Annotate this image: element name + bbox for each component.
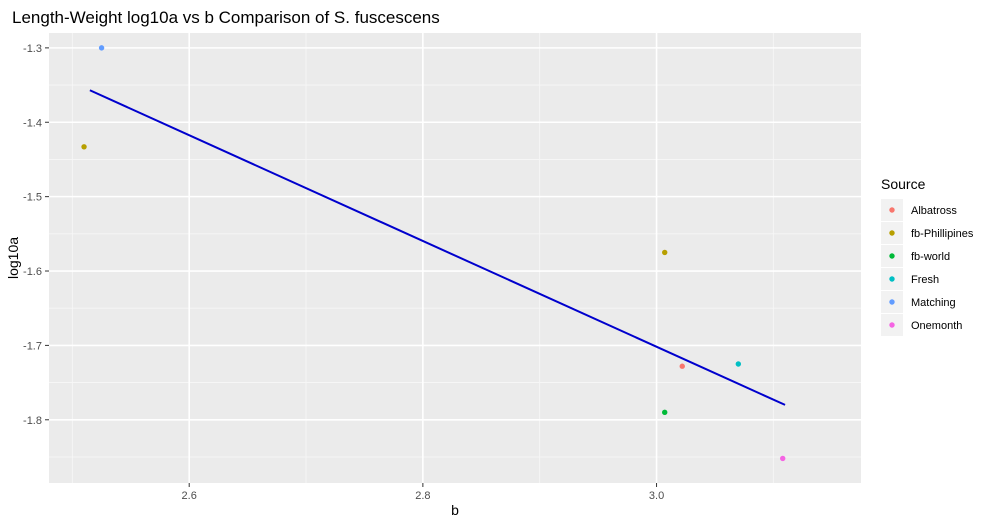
regression-line [89,89,786,406]
legend: Source Albatross fb-Phillipines fb-world Fr… [881,176,974,336]
data-point [735,361,742,367]
legend-label: Onemonth [911,320,962,332]
data-point [780,455,786,462]
grid-major-lines [49,33,861,483]
legend-label: fb-Phillipines [911,228,974,240]
legend-swatch [889,230,895,236]
legend-swatch [889,276,895,282]
data-point [662,249,668,256]
regression-line-layer [89,89,786,406]
legend-items: Albatross fb-Phillipines fb-world Fresh Matc… [881,199,974,336]
y-tick-label: -1.4 [23,117,42,129]
legend-swatch [889,207,895,213]
x-axis-title: b [451,502,459,518]
x-tick-label: 2.8 [415,490,430,502]
legend-title: Source [881,176,926,192]
y-tick-label: -1.7 [23,340,42,352]
x-tick-label: 3.0 [649,490,664,502]
y-tick-label: -1.5 [23,192,42,204]
legend-label: Fresh [911,274,939,286]
data-point [81,144,87,150]
y-tick-label: -1.3 [23,43,42,55]
data-points-layer [81,45,786,462]
data-point [679,363,685,369]
legend-label: fb-world [911,251,950,263]
data-point [662,409,668,416]
legend-swatch [889,299,895,305]
y-axis-ticks: -1.3 -1.4 -1.5 -1.6 -1.7 -1.8 [23,43,49,427]
legend-label: Albatross [911,205,957,217]
chart-title: Length-Weight log10a vs b Comparison of … [12,8,440,27]
legend-label: Matching [911,297,956,309]
grid-minor-lines [49,33,861,483]
legend-swatch [889,322,895,328]
data-point [98,45,105,51]
y-axis-title: log10a [5,237,21,279]
y-tick-label: -1.6 [23,266,42,278]
plot-panel [49,33,861,483]
x-tick-label: 2.6 [182,490,197,502]
legend-swatch [889,253,895,259]
y-tick-label: -1.8 [23,415,42,427]
x-axis-ticks: 2.6 2.8 3.0 [182,483,664,502]
